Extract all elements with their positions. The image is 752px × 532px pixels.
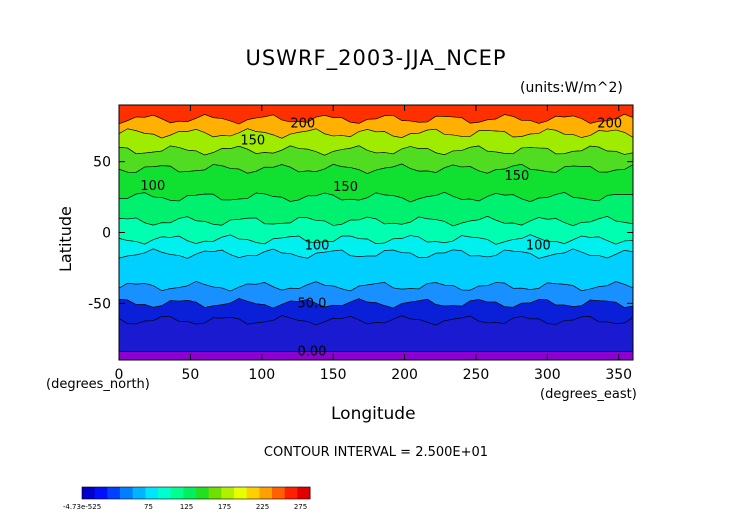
x-axis-unit-note: (degrees_east): [540, 387, 637, 402]
x-tick-label: 350: [605, 367, 632, 383]
y-tick-label: 50: [93, 155, 111, 171]
units-label: (units:W/m^2): [520, 80, 623, 96]
y-tick-label: 0: [102, 226, 111, 242]
contour-interval-text: CONTOUR INTERVAL = 2.500E+01: [263, 445, 489, 460]
x-tick-label: 50: [181, 367, 199, 383]
chart-title: USWRF_2003-JJA_NCEP: [245, 46, 507, 70]
colorbar-swatch: [221, 487, 235, 499]
colorbar-swatch: [170, 487, 184, 499]
colorbar-swatch: [272, 487, 286, 499]
colorbar-swatch: [158, 487, 172, 499]
x-tick-label: 250: [463, 367, 490, 383]
x-tick-label: 200: [391, 367, 418, 383]
colorbar-swatch: [107, 487, 121, 499]
colorbar-swatch: [183, 487, 197, 499]
contour-label: 0.00: [297, 345, 326, 360]
colorbar-swatch: [246, 487, 260, 499]
contour-label: 200: [290, 116, 315, 131]
contour-label: 150: [240, 133, 265, 148]
y-axis-unit-note: (degrees_north): [46, 377, 150, 392]
contour-label: 50.0: [297, 296, 326, 311]
colorbar-swatch: [259, 487, 273, 499]
x-tick-label: 100: [248, 367, 275, 383]
axes: 0 50 100 150 200 250 300 350 -50 0 50: [88, 105, 633, 383]
colorbar-frame: [81, 486, 311, 500]
contour-label: 100: [140, 179, 165, 194]
colorbar-swatch: [297, 487, 311, 499]
colorbar-swatch: [120, 487, 134, 499]
x-axis-label: Longitude: [331, 404, 416, 424]
colorbar-swatch: [196, 487, 210, 499]
contour-label: 150: [505, 169, 530, 184]
colorbar-tick-label: 225: [256, 503, 269, 511]
contour-label: 100: [305, 238, 330, 253]
colorbar-swatch: [132, 487, 146, 499]
colorbar-swatch: [284, 487, 298, 499]
x-tick-label: 150: [320, 367, 347, 383]
colorbar: -4.73e-525 75 125 175 225 275: [63, 486, 311, 511]
y-axis-label: Latitude: [56, 206, 75, 272]
colorbar-tick-label: -4.73e-525: [63, 503, 101, 511]
colorbar-tick-label: 275: [294, 503, 307, 511]
colorbar-swatch: [234, 487, 248, 499]
colorbar-swatch: [82, 487, 96, 499]
contour-label: 100: [526, 238, 551, 253]
x-tick-label: 0: [115, 367, 124, 383]
colorbar-tick-label: 175: [218, 503, 231, 511]
colorbar-tick-label: 125: [180, 503, 193, 511]
latitude-band: [118, 351, 634, 361]
latitude-band: [118, 215, 634, 245]
x-tick-label: 300: [534, 367, 561, 383]
contour-label: 200: [597, 116, 622, 131]
colorbar-tick-label: 75: [144, 503, 153, 511]
contour-label: 150: [333, 180, 358, 195]
y-tick-label: -50: [88, 296, 111, 312]
plot-area: 200 150 100 150 150 200 100 100 50.0 0.00: [118, 104, 634, 361]
colorbar-swatch: [208, 487, 222, 499]
colorbar-swatch: [94, 487, 108, 499]
colorbar-swatch: [145, 487, 159, 499]
